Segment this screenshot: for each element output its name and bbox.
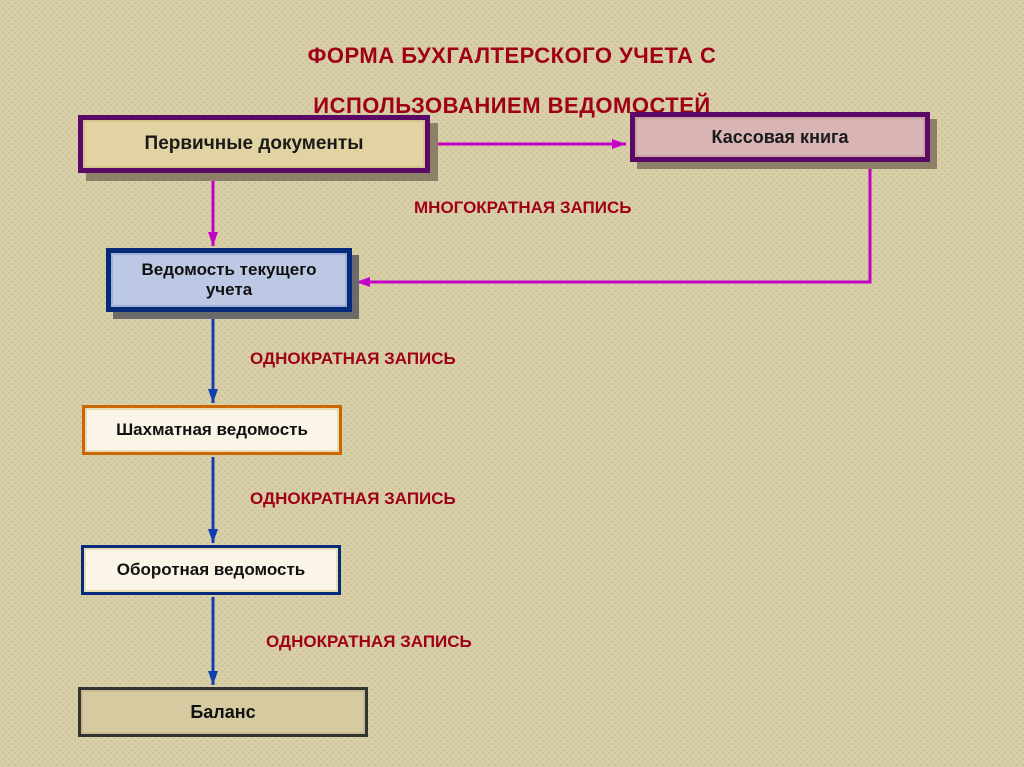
node-cashbook-label: Кассовая книга xyxy=(711,127,848,148)
node-ledger: Ведомость текущего учета xyxy=(106,248,352,312)
edge-label-single1: ОДНОКРАТНАЯ ЗАПИСЬ xyxy=(250,349,456,369)
edge-label-single2: ОДНОКРАТНАЯ ЗАПИСЬ xyxy=(250,489,456,509)
node-chess-label: Шахматная ведомость xyxy=(116,420,308,440)
node-chess: Шахматная ведомость xyxy=(82,405,342,455)
title-line1: ФОРМА БУХГАЛТЕРСКОГО УЧЕТА С xyxy=(0,31,1024,81)
node-ledger-label: Ведомость текущего учета xyxy=(119,260,339,299)
node-balance-label: Баланс xyxy=(190,702,255,723)
node-primary-label: Первичные документы xyxy=(145,133,364,155)
diagram-canvas: ФОРМА БУХГАЛТЕРСКОГО УЧЕТА С ИСПОЛЬЗОВАН… xyxy=(0,0,1024,767)
edge-label-multi: МНОГОКРАТНАЯ ЗАПИСЬ xyxy=(414,198,631,218)
node-primary: Первичные документы xyxy=(78,115,430,173)
edge-label-single3: ОДНОКРАТНАЯ ЗАПИСЬ xyxy=(266,632,472,652)
node-turnover-label: Оборотная ведомость xyxy=(117,560,306,580)
node-cashbook: Кассовая книга xyxy=(630,112,930,162)
node-balance: Баланс xyxy=(78,687,368,737)
node-turnover: Оборотная ведомость xyxy=(81,545,341,595)
